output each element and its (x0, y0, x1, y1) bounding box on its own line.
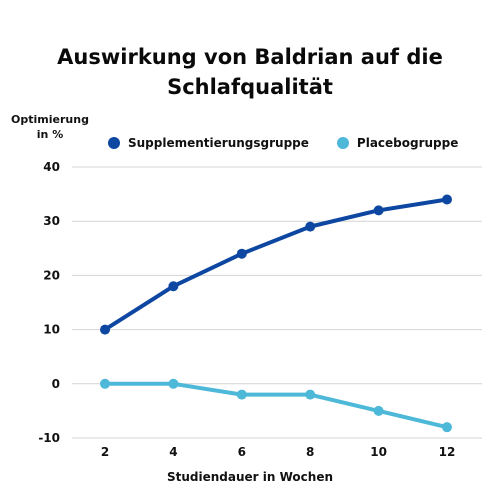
x-tick-label: 2 (101, 445, 109, 459)
legend: Supplementierungsgruppe Placebogruppe (108, 133, 486, 153)
y-tick-label: -10 (38, 431, 60, 445)
data-point-supplement (373, 205, 384, 216)
x-axis-label: Studiendauer in Wochen (167, 470, 333, 484)
y-tick-label: 10 (43, 323, 60, 337)
data-point-placebo (168, 378, 179, 389)
x-tick-label: 10 (370, 445, 387, 459)
y-axis-label: Optimierung in % (8, 112, 92, 142)
legend-item-supplement: Supplementierungsgruppe (108, 136, 309, 150)
x-tick-label: 6 (238, 445, 246, 459)
chart-title-line-2: Schlafqualität (167, 75, 333, 99)
series-line-placebo (103, 381, 449, 430)
data-point-placebo (305, 389, 316, 400)
data-point-supplement (100, 324, 110, 335)
chart-title-line-1: Auswirkung von Baldrian auf die (57, 45, 443, 69)
legend-label-placebo: Placebogruppe (356, 136, 459, 150)
x-tick-label: 12 (439, 445, 456, 459)
y-tick-label: 40 (43, 160, 60, 174)
data-point-placebo (236, 389, 247, 400)
x-tick-label: 4 (169, 445, 177, 459)
data-point-supplement (305, 221, 316, 232)
y-axis-label-line-2: in % (36, 128, 64, 141)
legend-label-supplement: Supplementierungsgruppe (128, 136, 309, 150)
legend-item-placebo: Placebogruppe (336, 136, 459, 150)
legend-marker-placebo (336, 137, 349, 149)
data-point-placebo (100, 378, 110, 389)
y-tick-label: 20 (43, 268, 60, 282)
chart-title: Auswirkung von Baldrian auf die Schlafqu… (0, 42, 500, 102)
y-tick-label: 0 (52, 377, 60, 391)
legend-marker-supplement (108, 137, 120, 149)
data-point-supplement (168, 281, 179, 292)
data-point-supplement (236, 248, 247, 259)
data-point-placebo (442, 422, 452, 433)
y-axis-label-line-1: Optimierung (11, 113, 89, 126)
y-tick-label: 30 (43, 214, 60, 228)
x-tick-label: 8 (306, 445, 314, 459)
data-point-placebo (373, 405, 384, 416)
series-line-supplement (103, 197, 449, 332)
data-point-supplement (442, 194, 452, 205)
